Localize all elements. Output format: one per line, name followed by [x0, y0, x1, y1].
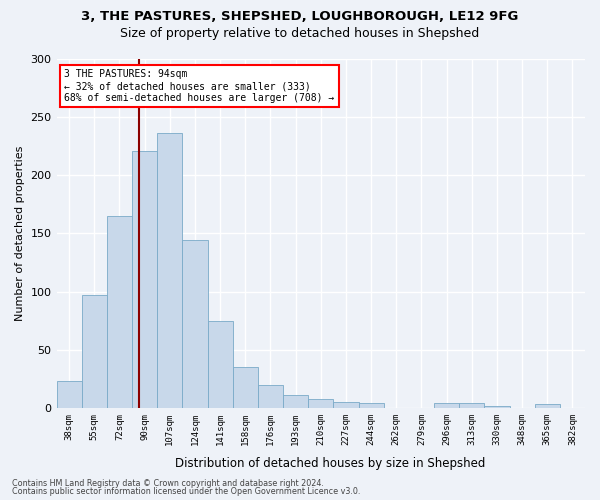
Text: Contains public sector information licensed under the Open Government Licence v3: Contains public sector information licen… — [12, 487, 361, 496]
Bar — [258, 384, 283, 408]
Bar — [535, 404, 560, 408]
Y-axis label: Number of detached properties: Number of detached properties — [15, 146, 25, 321]
Text: Size of property relative to detached houses in Shepshed: Size of property relative to detached ho… — [121, 28, 479, 40]
Bar — [132, 151, 157, 408]
Bar — [283, 395, 308, 408]
Text: 3 THE PASTURES: 94sqm
← 32% of detached houses are smaller (333)
68% of semi-det: 3 THE PASTURES: 94sqm ← 32% of detached … — [64, 70, 335, 102]
Bar — [434, 403, 459, 408]
Bar — [359, 403, 383, 408]
Bar — [82, 295, 107, 408]
Text: Contains HM Land Registry data © Crown copyright and database right 2024.: Contains HM Land Registry data © Crown c… — [12, 478, 324, 488]
Bar — [182, 240, 208, 408]
Bar — [484, 406, 509, 408]
Text: Distribution of detached houses by size in Shepshed: Distribution of detached houses by size … — [175, 458, 485, 470]
Bar — [459, 403, 484, 408]
Bar — [56, 381, 82, 408]
Bar — [157, 134, 182, 408]
Bar — [308, 398, 334, 408]
Bar — [107, 216, 132, 408]
Bar — [233, 367, 258, 408]
Bar — [208, 320, 233, 408]
Bar — [334, 402, 359, 408]
Text: 3, THE PASTURES, SHEPSHED, LOUGHBOROUGH, LE12 9FG: 3, THE PASTURES, SHEPSHED, LOUGHBOROUGH,… — [82, 10, 518, 23]
